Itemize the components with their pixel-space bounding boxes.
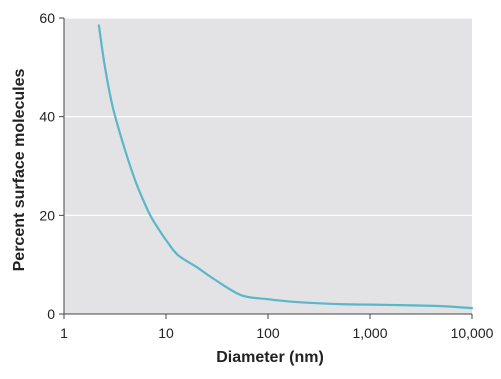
plot-area — [64, 18, 472, 314]
y-tick-label: 0 — [47, 306, 55, 322]
x-tick-label: 10 — [158, 325, 174, 341]
y-tick-label: 40 — [39, 109, 55, 125]
y-tick-label: 20 — [39, 207, 55, 223]
series-layer — [97, 24, 474, 310]
x-axis-label: Diameter (nm) — [216, 349, 324, 366]
gridlines — [64, 17, 472, 216]
x-tick-label: 100 — [256, 325, 280, 341]
x-tick-label: 1 — [60, 325, 68, 341]
x-tick-label: 1,000 — [352, 325, 387, 341]
tick-labels: 1 10 100 1,000 10,000 0 20 40 60 — [39, 10, 493, 341]
series-line-0 — [97, 24, 474, 310]
y-tick-label: 60 — [39, 10, 55, 26]
x-tick-label: 10,000 — [451, 325, 494, 341]
y-axis-label: Percent surface molecules — [11, 69, 28, 272]
